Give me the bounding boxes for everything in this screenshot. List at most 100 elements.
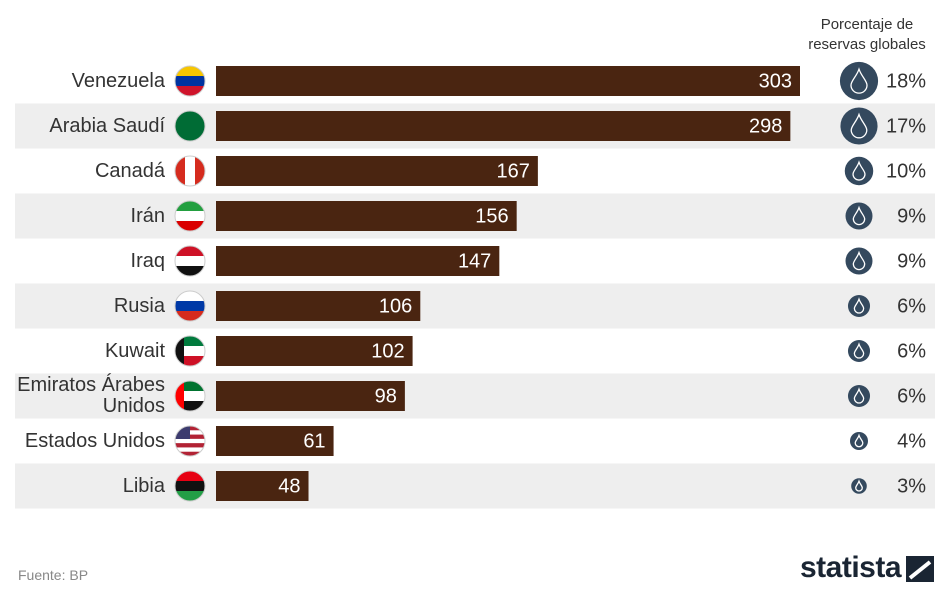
flag-outline (174, 470, 206, 502)
flag-outline (174, 245, 206, 277)
row-band (15, 283, 935, 329)
flag-stripe (175, 491, 205, 501)
bar (216, 426, 334, 456)
bar (216, 111, 791, 141)
bar (216, 471, 309, 501)
share-drop (847, 384, 871, 408)
bar-value-label: 147 (458, 250, 491, 272)
bar (216, 381, 405, 411)
flag-stripe (175, 201, 205, 212)
drop-icon (850, 67, 868, 94)
flag-stripe (175, 401, 205, 411)
share-drop (851, 478, 867, 494)
flag-stripe (175, 76, 205, 87)
drop-icon (852, 205, 866, 226)
drop-icon (852, 250, 866, 271)
flag-outline (174, 110, 206, 142)
flag-stripe (175, 66, 205, 77)
share-label: 17% (886, 115, 926, 137)
drop-icon (855, 479, 863, 492)
bar-value-label: 303 (759, 70, 792, 92)
category-label: Estados Unidos (24, 429, 165, 452)
bar-value-label: 106 (379, 295, 412, 317)
share-label: 3% (897, 475, 926, 497)
category-label: Libia (122, 474, 165, 497)
share-drop (840, 107, 878, 145)
flag-outline (174, 290, 206, 322)
flag-stripe (175, 336, 184, 366)
bar-value-label: 102 (371, 340, 404, 362)
flag (175, 201, 205, 231)
bar (216, 336, 413, 366)
flag-stripe (175, 447, 205, 453)
flag-stripe (175, 336, 205, 347)
drop-icon (852, 160, 866, 181)
bar-value-label: 98 (375, 385, 397, 407)
flag (175, 291, 205, 321)
flag-stripe (175, 356, 205, 366)
row-band (15, 463, 935, 509)
flag-stripe (175, 221, 205, 231)
source: Fuente: BP (18, 567, 89, 583)
share-drop (847, 339, 871, 363)
flag-outline (174, 65, 206, 97)
share-drop (844, 156, 874, 186)
drop-icon (854, 433, 864, 448)
share-drop (845, 202, 873, 230)
flag-stripe (175, 481, 205, 492)
flag (175, 336, 205, 366)
share-label: 18% (886, 70, 926, 92)
flag-stripe (175, 451, 205, 456)
row-band (15, 373, 935, 419)
share-label: 6% (897, 385, 926, 407)
flag-stripe (175, 391, 205, 402)
share-label: 6% (897, 295, 926, 317)
category-label: Venezuela (71, 69, 165, 92)
bar-value-label: 156 (475, 205, 508, 227)
drop-icon (853, 387, 865, 404)
bar (216, 66, 800, 96)
flag-stripe (175, 86, 205, 96)
flag-stripe (175, 111, 205, 141)
share-label: 10% (886, 160, 926, 182)
bar (216, 201, 517, 231)
flag-stripe (175, 311, 205, 321)
flag (175, 381, 205, 411)
bar-value-label: 167 (496, 160, 529, 182)
flag-stripe (175, 266, 205, 276)
flag-stripe (175, 346, 205, 357)
flag-stripe (175, 246, 205, 257)
bar-value-label: 298 (749, 115, 782, 137)
category-label: Arabia Saudí (49, 114, 165, 137)
flag (175, 66, 205, 96)
brand-icon-stroke (908, 560, 932, 580)
drop-icon (853, 342, 865, 359)
flag-stripe (175, 156, 186, 186)
bar-value-label: 61 (303, 430, 325, 452)
flag (175, 471, 205, 501)
flag-outline (174, 425, 206, 457)
flag-stripe (175, 256, 205, 267)
share-label: 6% (897, 340, 926, 362)
flag-outline (174, 335, 206, 367)
flag-stripe (175, 471, 205, 482)
share-drop (850, 432, 868, 450)
flag-stripe (175, 438, 205, 444)
flag-stripe (185, 156, 196, 186)
flag-stripe (175, 381, 205, 392)
bar (216, 156, 538, 186)
category-label: Iraq (130, 249, 165, 272)
share-label: 9% (897, 250, 926, 272)
category-label: Rusia (113, 294, 165, 317)
flag-stripe (175, 443, 205, 448)
brand: statista (800, 551, 902, 584)
category-label: Canadá (94, 159, 165, 182)
share-label: 9% (897, 205, 926, 227)
drop-icon (853, 297, 865, 314)
flag-outline (174, 155, 206, 187)
flag-stripe (175, 381, 184, 411)
flag (175, 156, 205, 186)
category-label: Kuwait (104, 339, 165, 362)
